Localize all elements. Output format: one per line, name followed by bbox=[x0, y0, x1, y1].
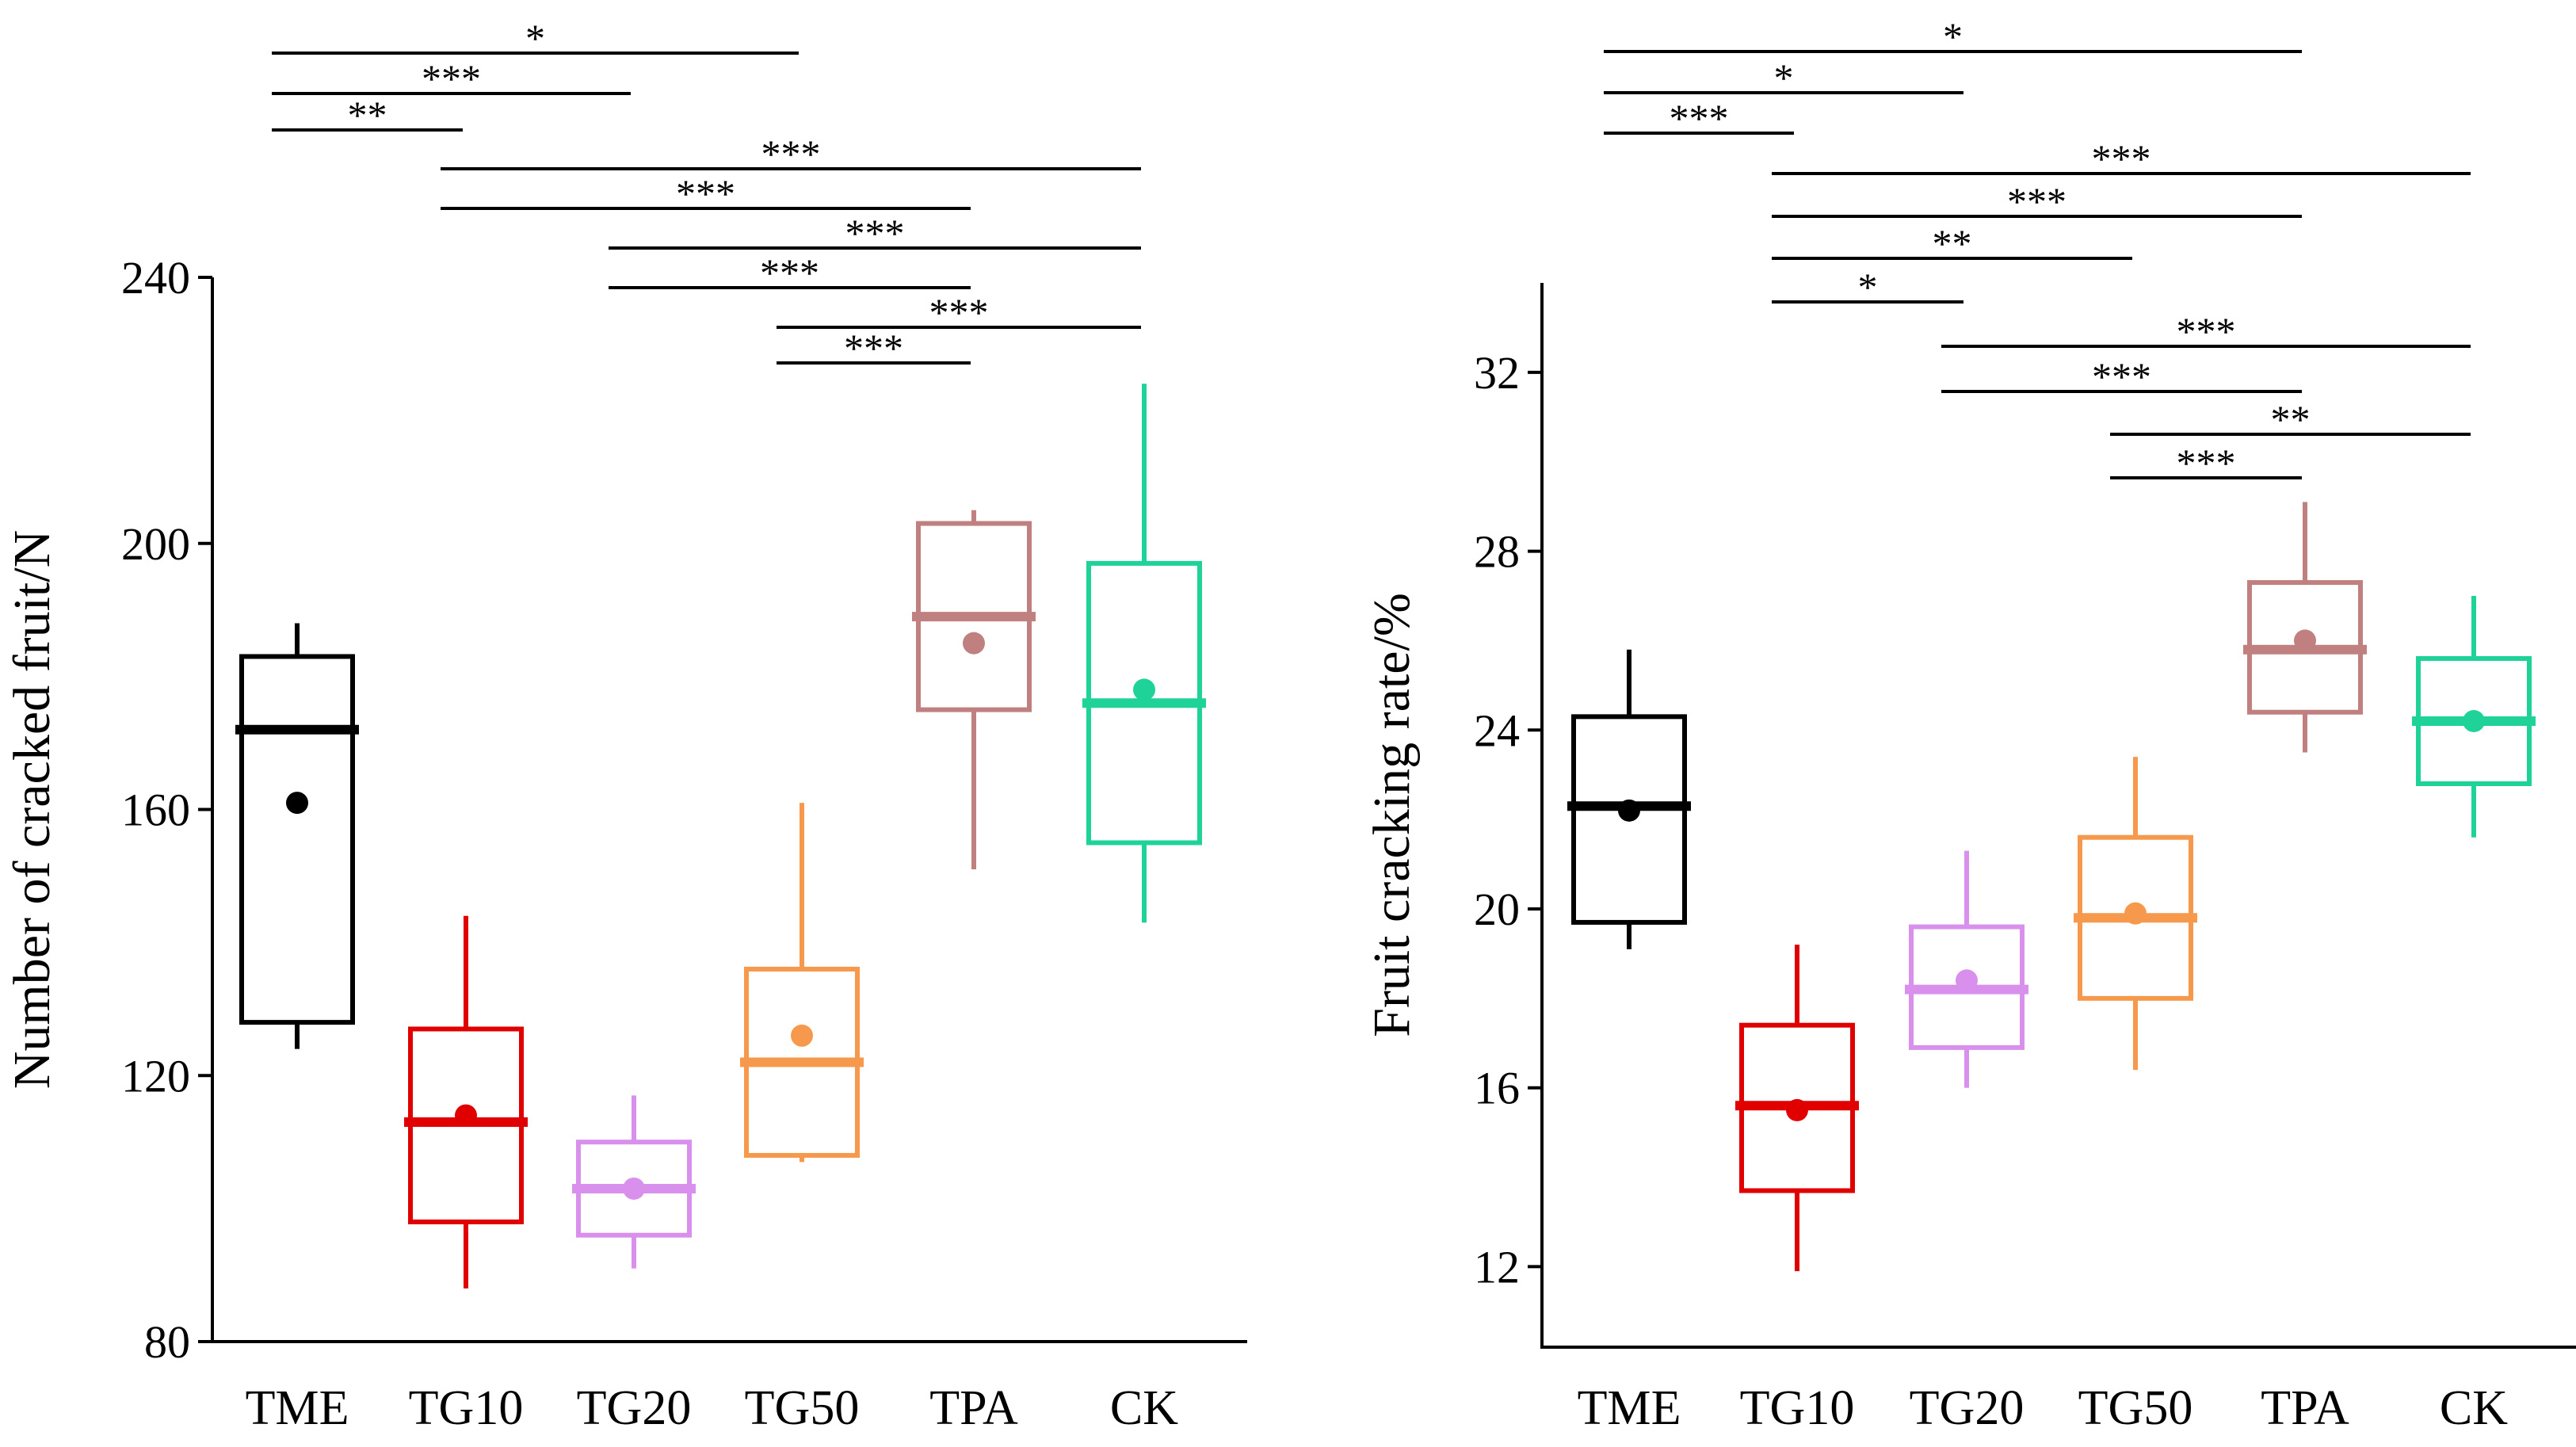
significance-bracket: *** bbox=[1772, 179, 2302, 223]
box-tpa bbox=[2243, 502, 2367, 753]
significance-bracket: ** bbox=[2110, 397, 2471, 441]
box-tg50 bbox=[740, 803, 864, 1163]
x-category-label: TPA bbox=[929, 1381, 1018, 1435]
significance-bracket: *** bbox=[441, 171, 971, 216]
y-tick-label: 160 bbox=[121, 785, 190, 836]
x-category-label: TG20 bbox=[1910, 1381, 2025, 1435]
box-tg50 bbox=[2074, 757, 2197, 1071]
significance-bracket: * bbox=[1604, 14, 2302, 59]
significance-label: *** bbox=[2177, 441, 2236, 485]
box-tpa bbox=[912, 510, 1036, 870]
significance-bracket: *** bbox=[1604, 96, 1794, 140]
y-tick-label: 24 bbox=[1474, 704, 1520, 756]
y-tick-label: 32 bbox=[1474, 347, 1520, 399]
significance-label: * bbox=[1943, 14, 1963, 59]
y-tick-label: 12 bbox=[1474, 1241, 1520, 1292]
significance-bracket: *** bbox=[2110, 441, 2302, 485]
x-category-label: TG20 bbox=[577, 1381, 692, 1435]
significance-label: ** bbox=[2271, 397, 2311, 441]
significance-bracket: *** bbox=[777, 290, 1141, 334]
significance-label: ** bbox=[348, 93, 387, 137]
mean-point bbox=[286, 792, 308, 815]
significance-bracket: ** bbox=[272, 93, 463, 137]
y-tick-label: 28 bbox=[1474, 526, 1520, 578]
significance-bracket: *** bbox=[609, 250, 971, 295]
mean-point bbox=[1786, 1098, 1808, 1121]
y-tick-label: 120 bbox=[121, 1050, 190, 1101]
y-axis-title: Number of cracked fruit/N bbox=[3, 530, 61, 1090]
mean-point bbox=[1133, 678, 1155, 701]
panel-fruit-cracking-rate: 12 16 20 24 28 32 Fruit cracking rate/% TME TG10… bbox=[1363, 14, 2576, 1435]
y-axis-title: Fruit cracking rate/% bbox=[1363, 593, 1421, 1037]
significance-bracket: *** bbox=[777, 326, 971, 370]
iqr-box bbox=[239, 654, 355, 1025]
x-category-label: TPA bbox=[2261, 1381, 2349, 1435]
significance-bracket: *** bbox=[272, 56, 631, 101]
y-tick-label: 80 bbox=[144, 1316, 190, 1368]
box-ck bbox=[1082, 384, 1206, 923]
x-category-label: TG10 bbox=[409, 1381, 524, 1435]
significance-label: * bbox=[1858, 265, 1878, 309]
panel-cracked-fruit-number: 80 120 160 200 240 Number of cracked fruit/N T… bbox=[3, 16, 1247, 1435]
mean-point bbox=[963, 632, 985, 655]
box-ck bbox=[2412, 596, 2536, 838]
x-category-label: TG10 bbox=[1740, 1381, 1855, 1435]
significance-label: *** bbox=[2092, 354, 2151, 399]
y-tick-label: 200 bbox=[121, 518, 190, 570]
significance-bracket: ** bbox=[1772, 221, 2132, 265]
mean-point bbox=[2124, 902, 2147, 925]
mean-point bbox=[1618, 799, 1640, 822]
significance-bracket: *** bbox=[609, 211, 1141, 255]
significance-label: *** bbox=[1670, 96, 1729, 140]
box-tg20 bbox=[1905, 850, 2028, 1088]
x-category-label: CK bbox=[1110, 1381, 1178, 1435]
x-category-label: TME bbox=[246, 1381, 349, 1435]
iqr-box bbox=[1571, 714, 1687, 925]
significance-bracket: * bbox=[1604, 55, 1963, 100]
significance-label: * bbox=[1774, 55, 1794, 100]
x-category-label: TME bbox=[1578, 1381, 1681, 1435]
mean-point bbox=[623, 1177, 645, 1200]
y-tick-label: 20 bbox=[1474, 884, 1520, 935]
significance-label: ** bbox=[1933, 221, 1972, 265]
significance-bracket: *** bbox=[1772, 136, 2471, 181]
significance-label: *** bbox=[676, 171, 735, 216]
significance-bracket: *** bbox=[1941, 354, 2302, 399]
y-tick-label: 16 bbox=[1474, 1063, 1520, 1114]
significance-label: *** bbox=[2092, 136, 2151, 181]
box-tme bbox=[1567, 649, 1691, 949]
significance-bracket: * bbox=[1772, 265, 1963, 309]
box-tg20 bbox=[572, 1095, 696, 1269]
significance-label: *** bbox=[2177, 309, 2236, 353]
significance-label: *** bbox=[760, 250, 819, 295]
y-tick-label: 240 bbox=[121, 252, 190, 304]
significance-label: *** bbox=[761, 132, 821, 176]
mean-point bbox=[455, 1104, 477, 1127]
significance-label: *** bbox=[422, 56, 481, 101]
mean-point bbox=[2463, 710, 2485, 732]
significance-label: *** bbox=[844, 326, 903, 370]
significance-bracket: *** bbox=[441, 132, 1141, 176]
x-category-label: TG50 bbox=[2078, 1381, 2193, 1435]
significance-label: * bbox=[525, 16, 545, 60]
significance-label: *** bbox=[2007, 179, 2067, 223]
mean-point bbox=[1956, 969, 1978, 992]
significance-bracket: *** bbox=[1941, 309, 2471, 353]
mean-point bbox=[2294, 629, 2316, 652]
box-tg10 bbox=[404, 915, 528, 1289]
significance-label: *** bbox=[845, 211, 905, 255]
significance-bracket: * bbox=[272, 16, 799, 60]
x-category-label: CK bbox=[2440, 1381, 2508, 1435]
significance-label: *** bbox=[929, 290, 989, 334]
box-tme bbox=[235, 623, 359, 1049]
mean-point bbox=[791, 1024, 813, 1047]
x-category-label: TG50 bbox=[745, 1381, 860, 1435]
box-tg10 bbox=[1735, 945, 1859, 1272]
